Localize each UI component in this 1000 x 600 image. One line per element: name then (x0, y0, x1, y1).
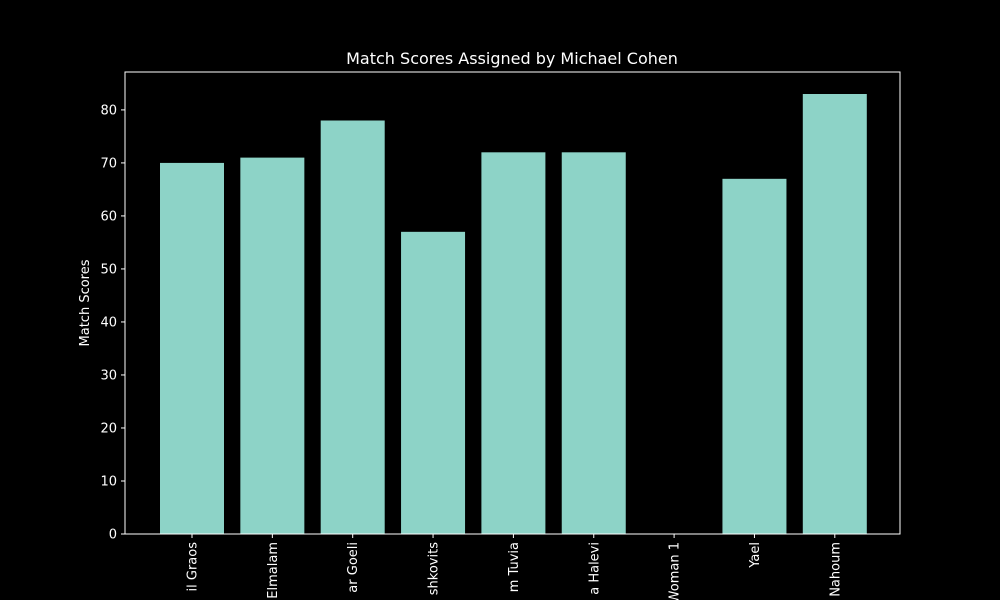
y-tick-label-8: 80 (100, 103, 117, 118)
y-tick-label-0: 0 (109, 528, 117, 543)
bar-7 (722, 178, 787, 534)
bar-4 (481, 152, 546, 535)
y-axis: 0 10 20 30 40 50 60 70 80 (100, 103, 125, 543)
y-tick-label-7: 70 (100, 156, 117, 171)
y-tick-label-2: 20 (100, 421, 117, 436)
bar-5 (561, 152, 626, 535)
x-tick-label-4: m Tuvia (507, 542, 522, 592)
y-tick-label-1: 10 (100, 474, 117, 489)
y-tick-label-6: 60 (100, 209, 117, 224)
x-tick-label-7: Yael (748, 542, 763, 569)
x-tick-label-3: shkovits (427, 542, 442, 595)
bars-group (160, 94, 867, 535)
x-tick-label-0: il Graos (186, 542, 201, 592)
chart-title: Match Scores Assigned by Michael Cohen (346, 49, 678, 68)
bar-3 (401, 231, 466, 534)
y-tick-label-4: 40 (100, 315, 117, 330)
bar-0 (160, 162, 224, 535)
x-tick-label-2: ar Goeli (346, 542, 361, 593)
bar-1 (240, 157, 305, 535)
y-axis-label: Match Scores (78, 259, 93, 346)
bar-8 (802, 94, 867, 534)
x-tick-label-5: a Halevi (587, 542, 602, 595)
x-axis: il Graos Elmalam ar Goeli shkovits m Tuvia a … (186, 534, 843, 600)
x-tick-label-1: Elmalam (266, 542, 281, 599)
x-tick-label-6: Woman 1 (668, 542, 683, 600)
bar-2 (320, 120, 385, 534)
plot-frame (124, 71, 901, 535)
x-tick-label-8: Nahoum (828, 542, 843, 597)
y-tick-label-3: 30 (100, 368, 117, 383)
y-tick-label-5: 50 (100, 262, 117, 277)
